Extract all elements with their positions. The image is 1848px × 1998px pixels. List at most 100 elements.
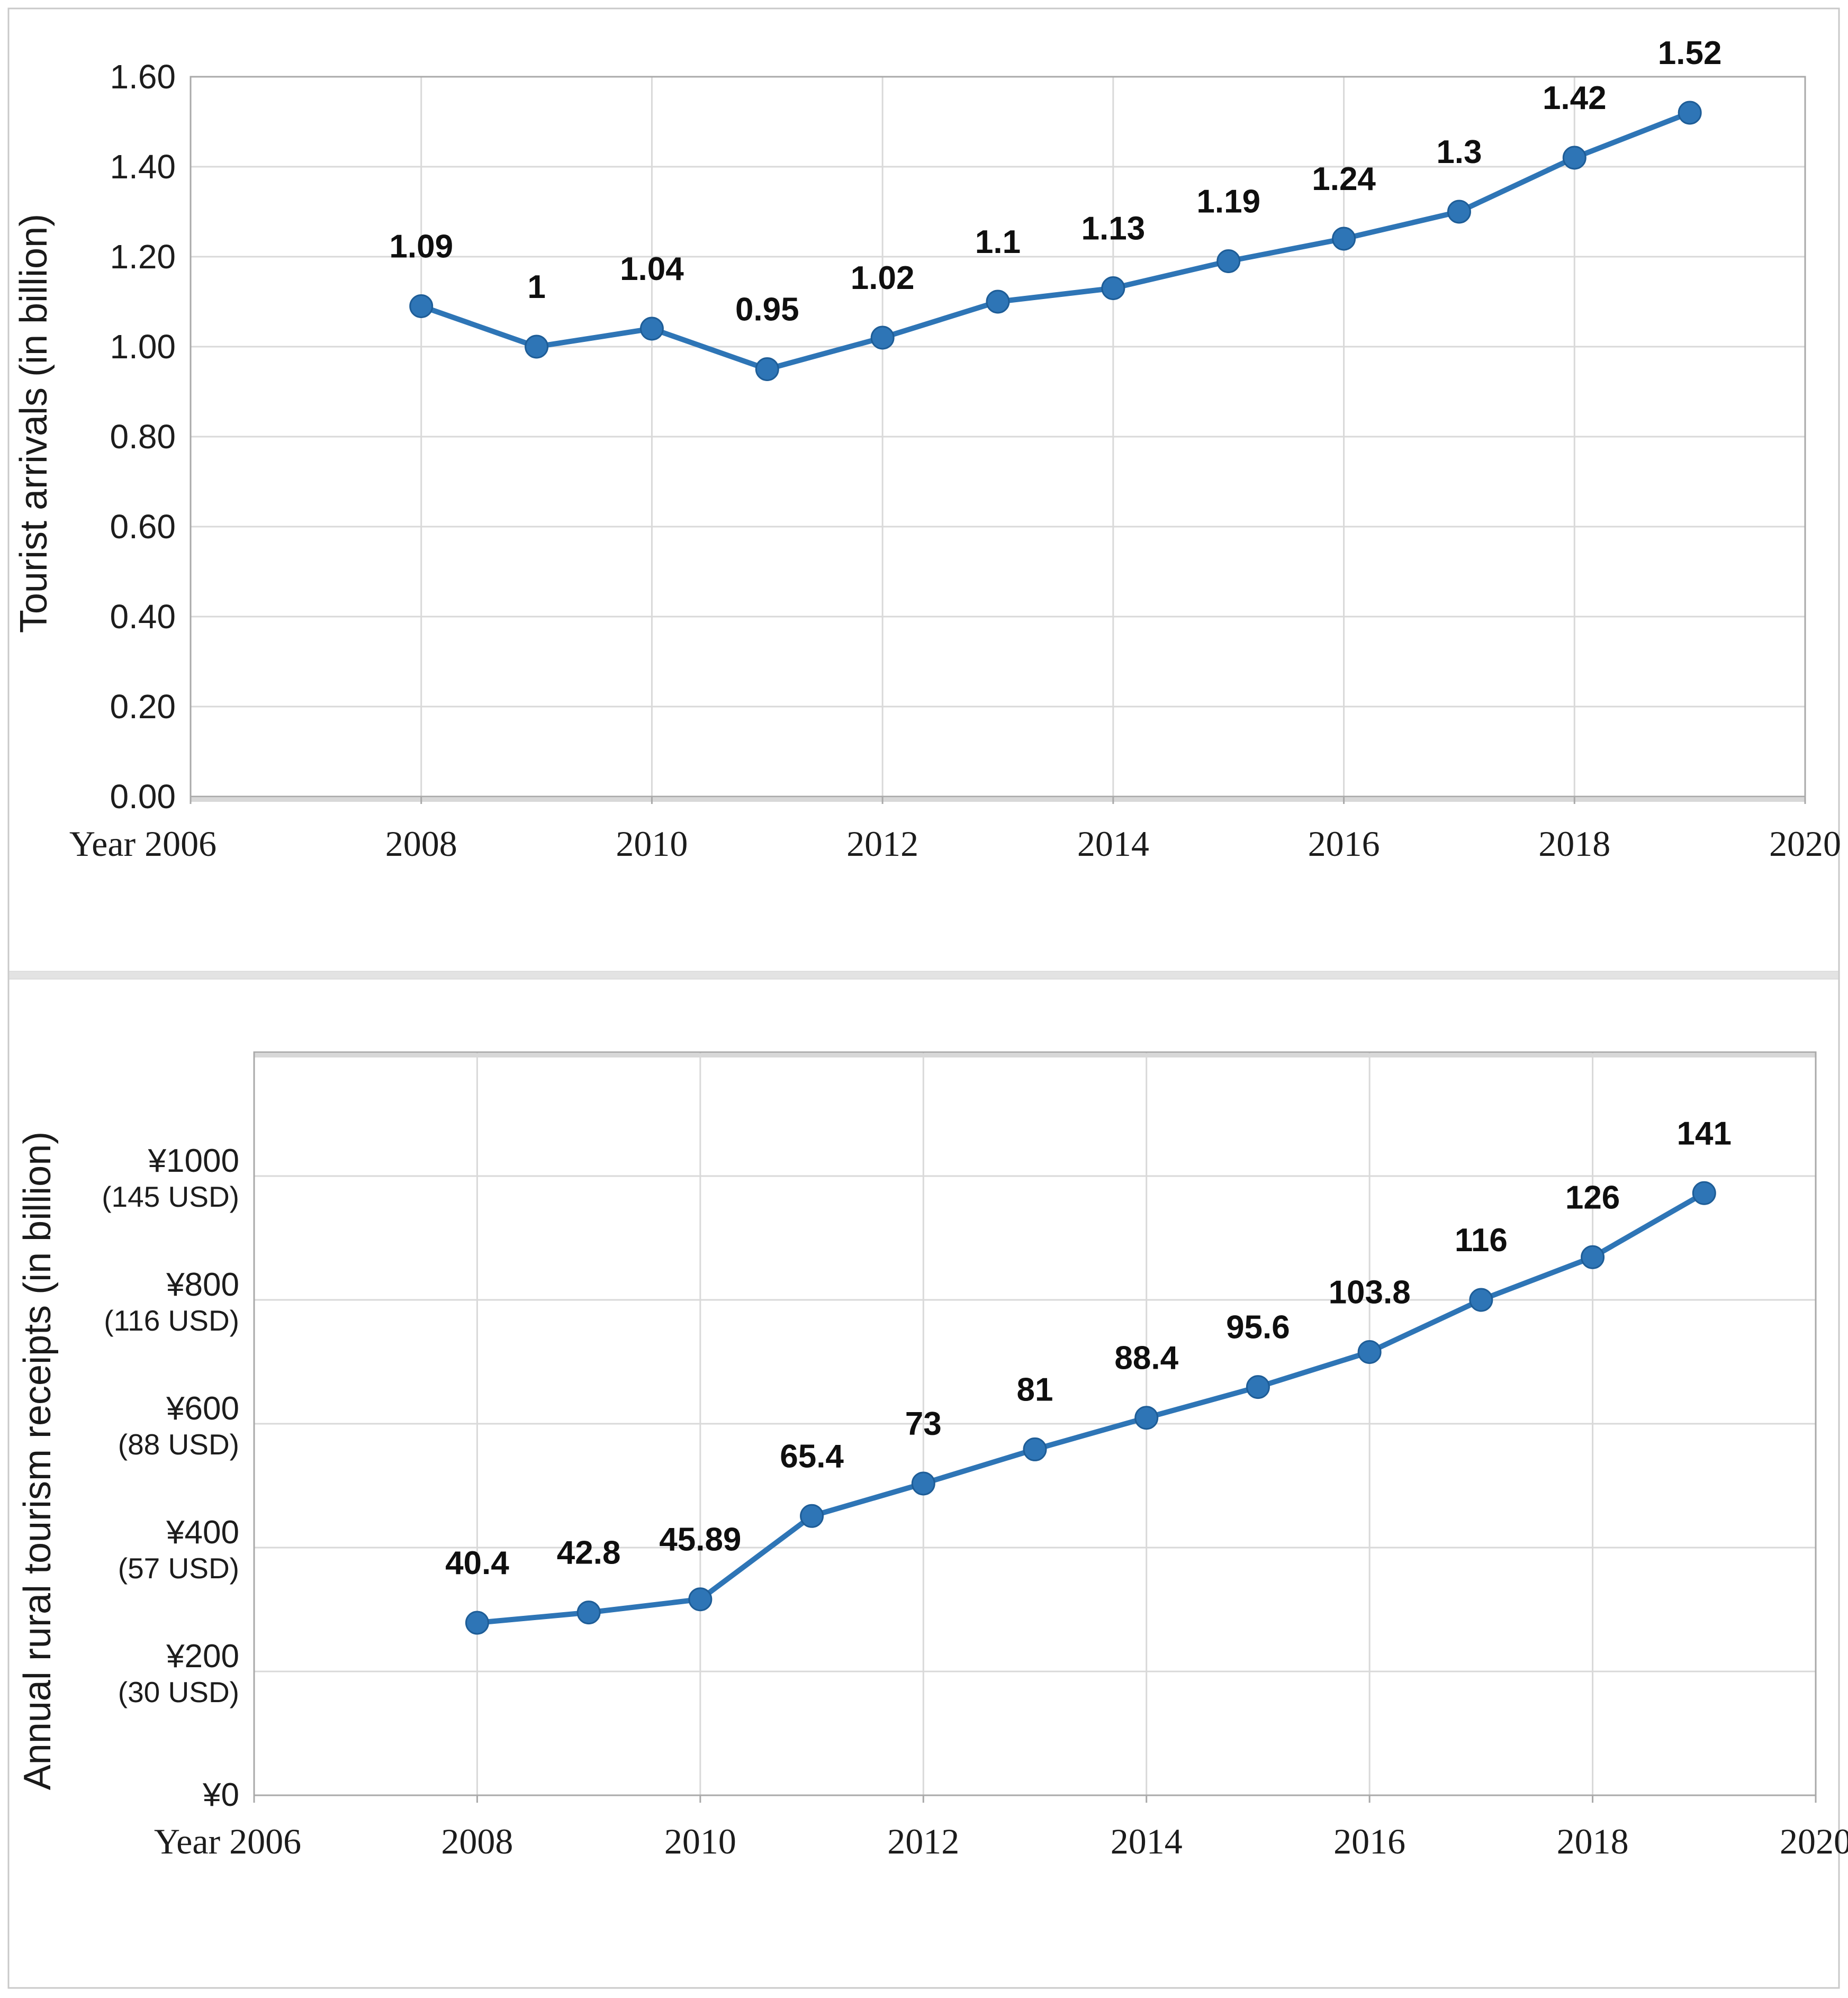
y-tick-label-yen: ¥600 bbox=[166, 1390, 239, 1427]
y-tick-label-usd: (57 USD) bbox=[118, 1552, 239, 1585]
x-tick-label: 2020 bbox=[1769, 824, 1841, 864]
y-tick-label-usd: (116 USD) bbox=[104, 1304, 239, 1337]
receipts-chart: 40.4 42.8 45.89 65.4 73 81 88.4 95.6 103.8 116 126… bbox=[16, 1051, 1848, 1861]
data-label: 73 bbox=[905, 1406, 942, 1442]
receipts-x-tick-labels: Year 2006 2008 2010 2012 2014 2016 2018 2020 bbox=[154, 1821, 1848, 1861]
data-point bbox=[800, 1504, 824, 1528]
x-tick-label: 2018 bbox=[1557, 1821, 1629, 1861]
data-point bbox=[1447, 200, 1471, 224]
data-point bbox=[1101, 276, 1125, 300]
data-point bbox=[911, 1471, 935, 1496]
y-tick-label-usd: (30 USD) bbox=[118, 1676, 239, 1708]
data-point bbox=[525, 334, 549, 359]
y-tick-label-yen: ¥200 bbox=[166, 1638, 239, 1675]
x-tick-label: Year 2006 bbox=[69, 824, 217, 864]
x-tick-label: 2008 bbox=[441, 1821, 513, 1861]
data-label: 1.19 bbox=[1196, 184, 1260, 220]
receipts-point-labels: 40.4 42.8 45.89 65.4 73 81 88.4 95.6 103.8 116 126… bbox=[445, 1115, 1732, 1581]
y-tick-label: 1.00 bbox=[110, 328, 176, 366]
data-point bbox=[1134, 1406, 1159, 1430]
receipts-y-tick-labels: ¥1000(145 USD) ¥800(116 USD) ¥600(88 USD) ¥… bbox=[102, 1143, 239, 1813]
data-point bbox=[688, 1587, 713, 1612]
data-point bbox=[755, 357, 779, 381]
data-label: 1.02 bbox=[851, 260, 915, 296]
data-label: 1.3 bbox=[1436, 134, 1482, 170]
x-tick-label: Year 2006 bbox=[154, 1821, 301, 1861]
y-tick-label: 0.00 bbox=[110, 777, 176, 816]
data-point bbox=[870, 326, 895, 350]
data-point bbox=[1469, 1288, 1493, 1312]
receipts-series bbox=[465, 1181, 1716, 1635]
y-tick-label-yen: ¥400 bbox=[166, 1514, 239, 1551]
data-label: 126 bbox=[1565, 1179, 1620, 1216]
x-tick-label: 2012 bbox=[887, 1821, 959, 1861]
x-tick-label: 2012 bbox=[846, 824, 918, 864]
series-line bbox=[474, 1190, 1707, 1626]
arrivals-y-tick-labels: 1.60 1.40 1.20 1.00 0.80 0.60 0.40 0.20 0.00 bbox=[110, 58, 176, 816]
series-line bbox=[418, 110, 1693, 372]
arrivals-plot-border bbox=[190, 76, 1806, 802]
y-tick-label-usd: (88 USD) bbox=[118, 1428, 239, 1461]
data-point bbox=[1216, 249, 1241, 273]
y-tick-label: 0.60 bbox=[110, 508, 176, 546]
plot-border bbox=[190, 76, 1806, 798]
x-tick-label: 2016 bbox=[1308, 824, 1380, 864]
data-label: 95.6 bbox=[1226, 1309, 1290, 1346]
data-point bbox=[639, 317, 664, 341]
receipts-plot-border bbox=[253, 1051, 1817, 1796]
x-tick-label: 2008 bbox=[385, 824, 457, 864]
data-point bbox=[1332, 227, 1356, 251]
data-point bbox=[986, 290, 1010, 314]
y-tick-label: 0.20 bbox=[110, 688, 176, 726]
y-tick-label: 1.60 bbox=[110, 58, 176, 96]
data-point bbox=[1023, 1437, 1047, 1461]
data-label: 0.95 bbox=[735, 292, 799, 328]
data-point bbox=[1581, 1245, 1605, 1269]
data-point bbox=[576, 1601, 601, 1625]
data-label: 1.24 bbox=[1312, 161, 1376, 197]
data-label: 1.04 bbox=[620, 251, 684, 287]
data-label: 1 bbox=[527, 269, 545, 305]
arrivals-y-axis-title: Tourist arrivals (in billion) bbox=[13, 214, 55, 633]
x-tick-label: 2014 bbox=[1111, 1821, 1183, 1861]
data-label: 1.42 bbox=[1543, 80, 1607, 116]
y-tick-label: 1.20 bbox=[110, 238, 176, 276]
data-label: 1.1 bbox=[975, 224, 1021, 260]
arrivals-gridlines bbox=[191, 77, 1805, 797]
data-point bbox=[409, 294, 434, 318]
receipts-y-axis-title: Annual rural tourism receipts (in billio… bbox=[16, 1132, 59, 1791]
data-label: 1.09 bbox=[389, 229, 453, 265]
panel-divider bbox=[8, 971, 1839, 980]
y-tick-label-yen: ¥1000 bbox=[148, 1143, 239, 1179]
x-tick-label: 2010 bbox=[616, 824, 688, 864]
data-label: 1.52 bbox=[1658, 35, 1722, 71]
receipts-x-tick-marks bbox=[253, 1795, 1817, 1803]
arrivals-point-labels: 1.09 1 1.04 0.95 1.02 1.1 1.13 1.19 1.24 1.3 1.42 1… bbox=[389, 35, 1721, 328]
data-point bbox=[1692, 1181, 1716, 1205]
data-point bbox=[1678, 101, 1702, 125]
arrivals-x-tick-marks bbox=[190, 797, 1806, 804]
figure-border bbox=[7, 7, 1840, 1989]
plot-border bbox=[253, 1051, 1817, 1796]
y-tick-label-yen: ¥0 bbox=[202, 1777, 239, 1813]
data-label: 40.4 bbox=[445, 1545, 509, 1581]
y-tick-label-usd: (145 USD) bbox=[102, 1180, 239, 1213]
y-tick-label: 1.40 bbox=[110, 148, 176, 186]
x-tick-label: 2020 bbox=[1780, 1821, 1848, 1861]
y-tick-label-yen: ¥800 bbox=[166, 1267, 239, 1303]
data-point bbox=[1562, 146, 1586, 170]
y-tick-label: 0.40 bbox=[110, 598, 176, 636]
data-point bbox=[465, 1611, 489, 1635]
arrivals-chart: 1.09 1 1.04 0.95 1.02 1.1 1.13 1.19 1.24 1.3 1.42 1… bbox=[13, 35, 1841, 864]
x-tick-label: 2016 bbox=[1333, 1821, 1405, 1861]
data-label: 45.89 bbox=[659, 1522, 741, 1558]
x-tick-label: 2018 bbox=[1538, 824, 1610, 864]
data-label: 116 bbox=[1455, 1222, 1508, 1259]
data-label: 65.4 bbox=[780, 1438, 844, 1475]
arrivals-series bbox=[409, 101, 1702, 381]
x-tick-label: 2010 bbox=[664, 1821, 736, 1861]
data-label: 42.8 bbox=[557, 1535, 621, 1571]
data-point bbox=[1246, 1375, 1270, 1399]
